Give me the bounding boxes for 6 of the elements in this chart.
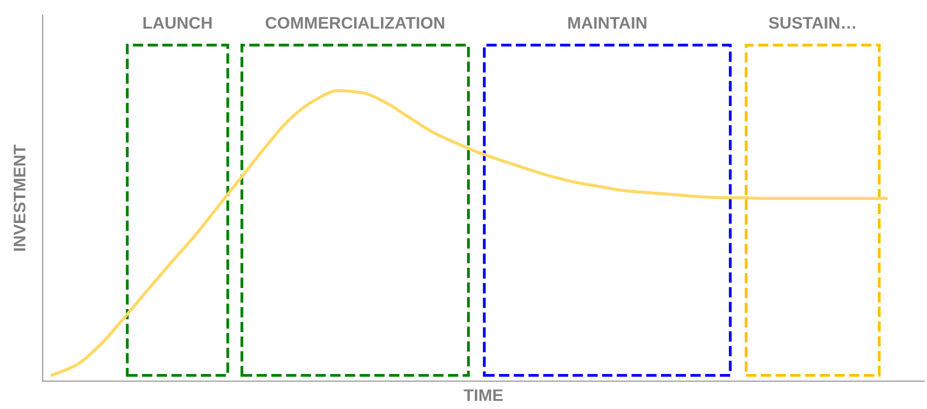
- text: COMMERCIALIZATION: [266, 16, 444, 29]
- text: MAINTAIN: [568, 17, 646, 29]
- x-axis-title: TIME: [464, 389, 503, 401]
- text: LAUNCH: [143, 16, 212, 29]
- text: SUSTAIN…: [768, 16, 856, 29]
- y-axis-title: INVESTMENT: [14, 144, 26, 251]
